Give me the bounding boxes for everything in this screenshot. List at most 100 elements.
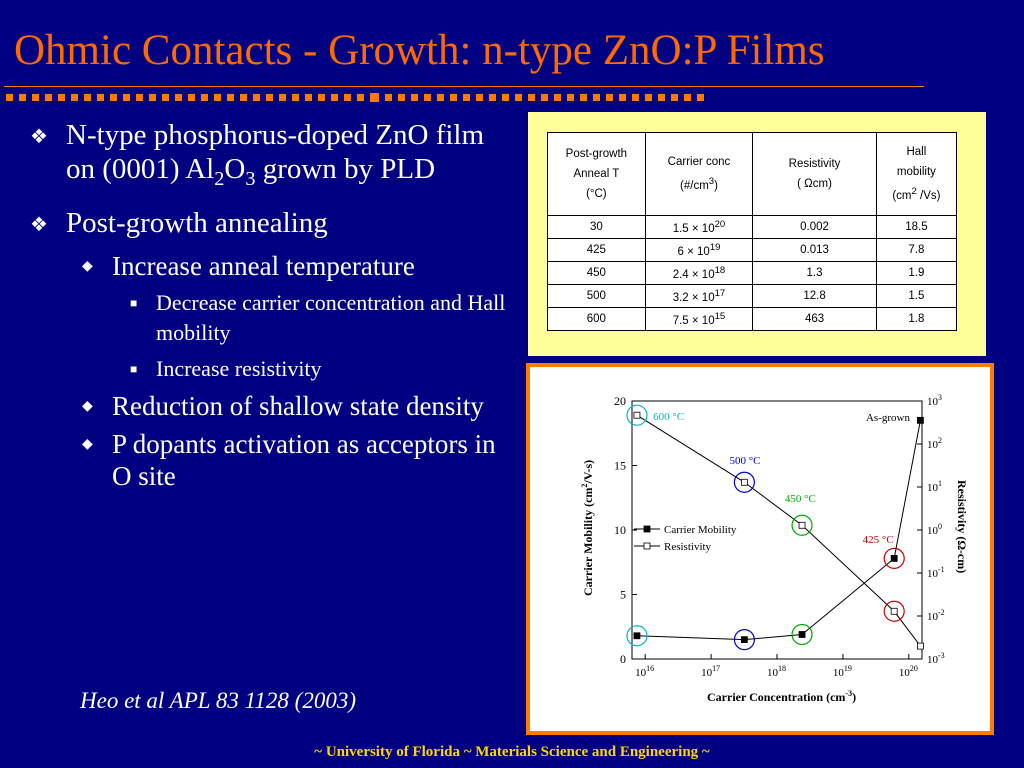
- cell-hall-mobility: 7.8: [875, 238, 958, 262]
- bullet-text: P dopants activation as acceptors in O s…: [112, 428, 496, 491]
- divider-dot: [357, 94, 364, 101]
- highlight-circle: [883, 600, 905, 622]
- divider-dot: [645, 94, 652, 101]
- table-row: 425 6 × 1019 0.013 7.8: [547, 238, 958, 262]
- bullet-shallow: ◆ Reduction of shallow state density: [30, 390, 510, 422]
- diamond-bullet-icon: ❖: [30, 213, 48, 236]
- divider-dot: [541, 94, 548, 101]
- divider-dot: [318, 94, 325, 101]
- divider-dot: [411, 94, 418, 101]
- dot-divider: [6, 93, 704, 102]
- header-hall-mobility: Hall mobility (cm2 /Vs): [875, 132, 958, 216]
- y2-tick-label: 101: [927, 479, 942, 494]
- cell-resistivity: 463: [752, 307, 877, 331]
- footer: ~ University of Florida ~ Materials Scie…: [314, 744, 710, 760]
- table-row: 500 3.2 × 1017 12.8 1.5: [547, 284, 958, 308]
- cell-carrier-conc: 1.5 × 1020: [644, 215, 754, 239]
- divider-dot: [253, 94, 260, 101]
- cell-resistivity: 1.3: [752, 261, 877, 285]
- highlight-circle: [626, 625, 648, 647]
- mobility-point: [633, 632, 641, 640]
- x-tick-label: 1018: [767, 664, 786, 679]
- anneal-table: Post-growth Anneal T (°C) Carrier conc (…: [547, 132, 958, 331]
- title-divider: [4, 86, 924, 87]
- divider-dot: [331, 94, 338, 101]
- divider-dot: [502, 94, 509, 101]
- legend-marker: [643, 525, 651, 533]
- highlight-circle: [791, 623, 813, 646]
- divider-dot: [97, 94, 104, 101]
- header-anneal: Post-growth Anneal T (°C): [547, 132, 646, 216]
- cell-carrier-conc: 6 × 1019: [644, 238, 754, 262]
- cell-carrier-conc: 7.5 × 1015: [644, 307, 754, 331]
- divider-dot: [84, 94, 91, 101]
- divider-dot: [489, 94, 496, 101]
- divider-dot: [463, 94, 470, 101]
- divider-dot: [450, 94, 457, 101]
- divider-dot: [398, 94, 405, 101]
- bullet-text: Reduction of shallow state density: [112, 390, 484, 421]
- bullet-p-dopants: ◆ P dopants activation as acceptors in O…: [30, 428, 510, 492]
- bullet-increase-temp: ◆ Increase anneal temperature: [30, 250, 510, 282]
- divider-dot: [370, 93, 379, 102]
- bullet-film: ❖ N-type phosphorus-doped ZnO film on (0…: [30, 118, 510, 196]
- y-tick-label: 10: [614, 523, 626, 537]
- divider-dot: [266, 94, 273, 101]
- y2-tick-label: 10-1: [927, 565, 945, 580]
- bullet-annealing: ❖ Post-growth annealing: [30, 206, 510, 240]
- legend-label: Carrier Mobility: [664, 524, 737, 536]
- divider-dot: [437, 94, 444, 101]
- divider-dot: [344, 94, 351, 101]
- x-tick-label: 1019: [833, 664, 852, 679]
- bullet-text: O: [224, 153, 246, 185]
- bullet-text: Decrease carrier concentration and Hall …: [156, 289, 506, 345]
- y2-tick-label: 102: [927, 436, 942, 451]
- header-carrier-conc: Carrier conc (#/cm3): [644, 132, 754, 216]
- subscript: 3: [245, 167, 256, 190]
- table-panel: Post-growth Anneal T (°C) Carrier conc (…: [528, 112, 986, 356]
- highlight-circle: [626, 404, 648, 426]
- divider-dot: [136, 94, 143, 101]
- y2-tick-label: 10-3: [927, 651, 945, 666]
- header-resistivity: Resistivity ( Ωcm): [752, 132, 877, 216]
- cell-anneal-t: 500: [547, 284, 646, 308]
- slide-title: Ohmic Contacts - Growth: n-type ZnO:P Fi…: [14, 27, 825, 74]
- square-bullet-icon: ■: [130, 295, 138, 310]
- divider-dot: [658, 94, 665, 101]
- divider-dot: [149, 94, 156, 101]
- y2-tick-label: 100: [927, 522, 942, 537]
- cell-hall-mobility: 1.9: [875, 261, 958, 285]
- cell-anneal-t: 600: [547, 307, 646, 331]
- divider-dot: [580, 94, 587, 101]
- y-tick-label: 15: [614, 459, 626, 473]
- chart-area: 0 5 10 15 20 103 102 101 100 10-1 10-2 10-3 1016 1017…: [530, 367, 990, 731]
- bullet-text: Post-growth annealing: [66, 206, 328, 239]
- divider-dot: [123, 94, 130, 101]
- y-axis-label: Carrier Mobility (cm2/V-s): [580, 460, 595, 596]
- x-tick-label: 1020: [899, 664, 918, 679]
- divider-dot: [424, 94, 431, 101]
- divider-dot: [32, 94, 39, 101]
- divider-dot: [305, 94, 312, 101]
- divider-dot: [697, 94, 704, 101]
- small-diamond-icon: ◆: [82, 398, 93, 414]
- highlight-circle: [883, 547, 905, 569]
- divider-dot: [58, 94, 65, 101]
- x-tick-label: 1016: [635, 664, 654, 679]
- divider-dot: [385, 94, 392, 101]
- mobility-point: [740, 636, 748, 644]
- highlight-circle: [733, 629, 755, 651]
- x-tick-label: 1017: [701, 664, 720, 679]
- cell-anneal-t: 425: [547, 238, 646, 262]
- y2-axis-label: Resistivity (Ω-cm): [955, 480, 969, 573]
- mobility-resistivity-chart: 0 5 10 15 20 103 102 101 100 10-1 10-2 10-3 1016 1017…: [580, 393, 969, 704]
- divider-dot: [162, 94, 169, 101]
- bullet-increase-res: ■ Increase resistivity: [30, 354, 510, 384]
- y-tick-label: 0: [620, 652, 626, 666]
- bullet-list: ❖ N-type phosphorus-doped ZnO film on (0…: [30, 118, 510, 498]
- bullet-text: Increase anneal temperature: [112, 250, 415, 281]
- resistivity-point: [740, 478, 748, 486]
- small-diamond-icon: ◆: [82, 258, 93, 274]
- resistivity-point: [633, 411, 641, 419]
- cell-resistivity: 0.013: [752, 238, 877, 262]
